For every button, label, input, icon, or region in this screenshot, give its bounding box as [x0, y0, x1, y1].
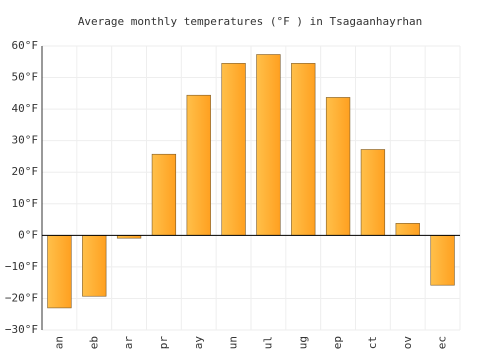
y-tick-label: 40°F — [12, 102, 39, 115]
bar — [430, 235, 455, 286]
bar — [221, 63, 246, 236]
bar — [151, 153, 177, 236]
x-tick-label: an — [52, 336, 65, 349]
x-tick-label: un — [227, 336, 240, 349]
bar — [291, 63, 316, 236]
bar — [325, 97, 351, 236]
x-tick-label: lay — [192, 336, 205, 350]
x-tick-label: ep — [331, 336, 344, 349]
chart-title: Average monthly temperatures (°F ) in Ts… — [78, 15, 422, 28]
bar — [256, 54, 281, 236]
x-tick-label: ul — [261, 336, 274, 349]
y-tick-label: −20°F — [5, 291, 38, 304]
x-tick-label: ec — [436, 336, 449, 349]
x-tick-label: lov — [401, 336, 414, 350]
bar — [82, 235, 107, 297]
y-tick-label: 0°F — [18, 228, 38, 241]
bar — [186, 94, 211, 236]
y-tick-label: 30°F — [12, 134, 39, 147]
x-tick-label: lar — [122, 336, 135, 350]
y-tick-label: −10°F — [5, 260, 38, 273]
y-tick-label: 20°F — [12, 165, 39, 178]
x-tick-label: pr — [157, 336, 170, 350]
x-tick-label: ct — [366, 336, 379, 349]
x-tick-label: eb — [87, 336, 100, 349]
bar — [360, 149, 386, 236]
y-tick-label: 50°F — [12, 71, 39, 84]
bar — [395, 223, 420, 236]
y-tick-label: −30°F — [5, 323, 38, 336]
y-tick-label: 60°F — [12, 39, 39, 52]
x-tick-label: ug — [296, 336, 309, 349]
y-tick-label: 10°F — [12, 197, 39, 210]
bar — [47, 235, 72, 309]
